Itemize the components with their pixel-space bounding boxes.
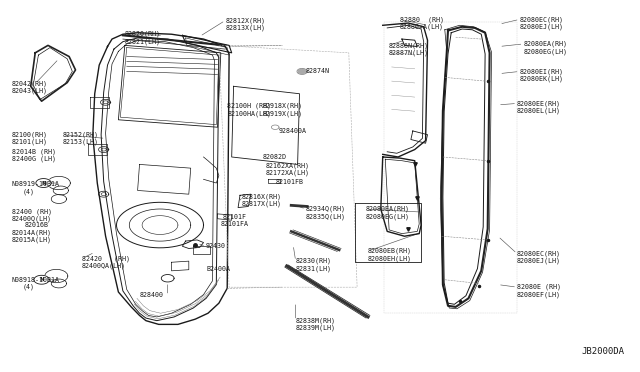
Text: 82817X(LH): 82817X(LH)	[242, 201, 282, 207]
Text: 82080EF(LH): 82080EF(LH)	[517, 291, 561, 298]
Text: 82812X(RH): 82812X(RH)	[225, 17, 265, 24]
Text: 828400: 828400	[140, 292, 164, 298]
Text: 82100H (RH): 82100H (RH)	[227, 103, 271, 109]
Text: 82080EC(RH): 82080EC(RH)	[517, 250, 561, 257]
Text: 82016B: 82016B	[24, 222, 49, 228]
Text: 82831(LH): 82831(LH)	[296, 265, 332, 272]
Text: N: N	[39, 277, 44, 282]
Text: 82080EG(LH): 82080EG(LH)	[524, 48, 568, 55]
Text: 82400G (LH): 82400G (LH)	[12, 156, 56, 163]
Text: 82886N(RH): 82886N(RH)	[389, 42, 429, 49]
Text: 82101FB: 82101FB	[275, 179, 303, 185]
Text: 928400A: 928400A	[278, 128, 307, 134]
Text: 82080EK(LH): 82080EK(LH)	[520, 76, 564, 82]
Text: 82101FA: 82101FA	[221, 221, 249, 227]
Text: 82080EG(LH): 82080EG(LH)	[366, 213, 410, 220]
Text: 82101F: 82101F	[223, 214, 246, 219]
Text: 82014A(RH): 82014A(RH)	[12, 229, 51, 236]
Text: 82080EA(RH): 82080EA(RH)	[524, 41, 568, 47]
Text: 82080EJ(LH): 82080EJ(LH)	[520, 23, 564, 30]
Text: 82821(LH): 82821(LH)	[125, 38, 161, 45]
Text: 82080EJ(LH): 82080EJ(LH)	[517, 258, 561, 264]
Text: (4): (4)	[23, 284, 35, 291]
Text: 82080EI(RH): 82080EI(RH)	[520, 68, 564, 75]
Text: 82830(RH): 82830(RH)	[296, 258, 332, 264]
Text: 82400QA(LH): 82400QA(LH)	[82, 263, 126, 269]
Text: 82172XA(LH): 82172XA(LH)	[266, 170, 310, 176]
Text: N: N	[41, 180, 46, 186]
Text: 82042(RH): 82042(RH)	[12, 80, 47, 87]
Polygon shape	[298, 69, 306, 74]
Text: 82874N: 82874N	[306, 68, 330, 74]
Text: 82015A(LH): 82015A(LH)	[12, 237, 51, 243]
Text: 82839M(LH): 82839M(LH)	[296, 325, 336, 331]
Text: 82934Q(RH): 82934Q(RH)	[306, 206, 346, 212]
Text: 82152(RH): 82152(RH)	[63, 131, 99, 138]
Text: 82153(LH): 82153(LH)	[63, 139, 99, 145]
Text: 82918X(RH): 82918X(RH)	[262, 103, 302, 109]
Text: 82080EB(RH): 82080EB(RH)	[368, 248, 412, 254]
Text: 92430: 92430	[206, 243, 226, 249]
Text: 82100HA(LH): 82100HA(LH)	[227, 110, 271, 117]
Text: N08919-10B1A: N08919-10B1A	[12, 181, 60, 187]
Text: 82080E (RH): 82080E (RH)	[517, 284, 561, 291]
Text: 82919X(LH): 82919X(LH)	[262, 110, 302, 117]
Text: 82813X(LH): 82813X(LH)	[225, 25, 265, 31]
Text: N08918-10B1A: N08918-10B1A	[12, 277, 60, 283]
Text: 82400 (RH): 82400 (RH)	[12, 208, 51, 215]
Text: B2400A: B2400A	[206, 266, 230, 272]
Text: 82082D: 82082D	[262, 154, 287, 160]
Text: 82820(RH): 82820(RH)	[125, 31, 161, 38]
Text: 82080EA(RH): 82080EA(RH)	[366, 206, 410, 212]
Text: 82420   (RH): 82420 (RH)	[82, 255, 130, 262]
Text: 82043(LH): 82043(LH)	[12, 88, 47, 94]
Text: JB2000DA: JB2000DA	[581, 347, 624, 356]
Polygon shape	[34, 275, 49, 284]
Text: 82080EL(LH): 82080EL(LH)	[517, 108, 561, 114]
Text: 82838M(RH): 82838M(RH)	[296, 317, 336, 324]
Text: 82101(LH): 82101(LH)	[12, 139, 47, 145]
Text: 82887N(LH): 82887N(LH)	[389, 49, 429, 56]
Text: 82880+A(LH): 82880+A(LH)	[400, 23, 444, 30]
Text: 82835Q(LH): 82835Q(LH)	[306, 213, 346, 220]
Text: 82080EE(RH): 82080EE(RH)	[517, 100, 561, 107]
Text: 82816X(RH): 82816X(RH)	[242, 193, 282, 200]
Text: 82400Q(LH): 82400Q(LH)	[12, 215, 51, 222]
Text: 82162XA(RH): 82162XA(RH)	[266, 162, 310, 169]
Polygon shape	[36, 179, 51, 187]
Text: 82080EC(RH): 82080EC(RH)	[520, 16, 564, 23]
Text: 82100(RH): 82100(RH)	[12, 131, 47, 138]
Text: 82880  (RH): 82880 (RH)	[400, 16, 444, 23]
Text: (4): (4)	[23, 188, 35, 195]
Text: 82080EH(LH): 82080EH(LH)	[368, 255, 412, 262]
Text: 82014B (RH): 82014B (RH)	[12, 148, 56, 155]
